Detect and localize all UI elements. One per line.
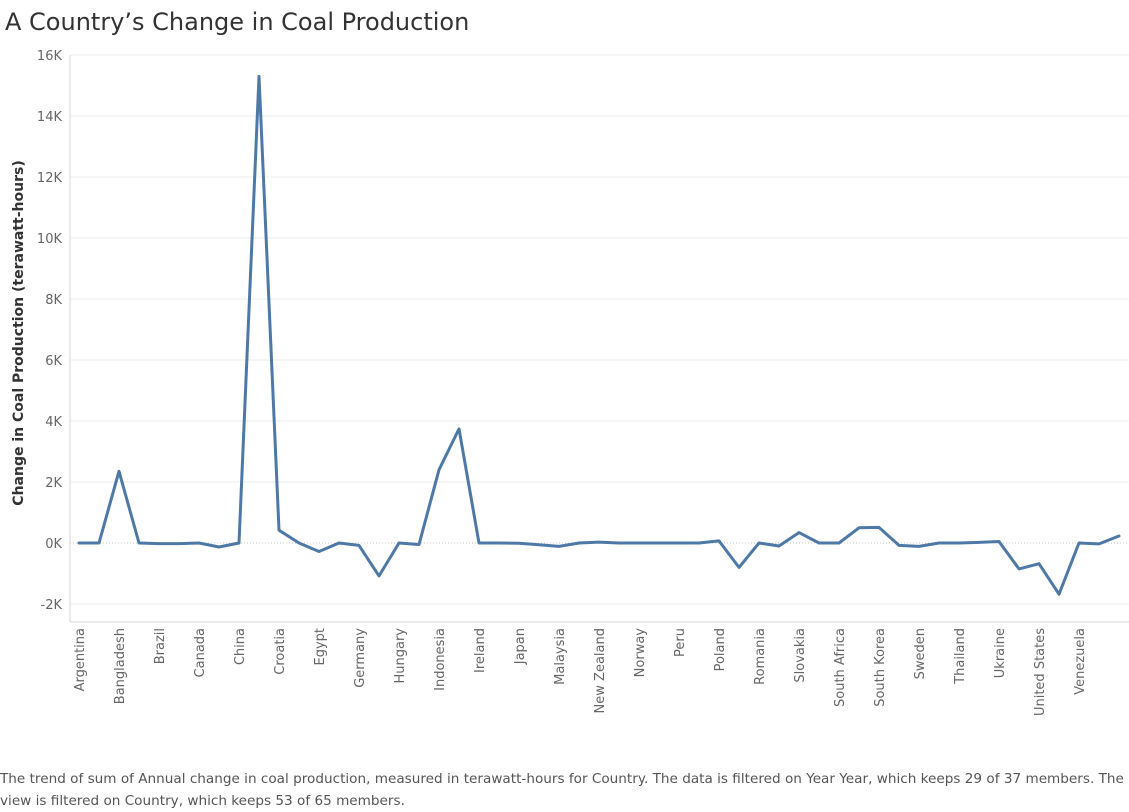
y-tick-label: -2K <box>41 598 63 613</box>
x-tick-label: Brazil <box>153 628 168 664</box>
x-tick-label: Germany <box>353 628 368 688</box>
x-tick-label: Peru <box>673 628 688 657</box>
x-tick-label: Slovakia <box>793 628 808 683</box>
y-axis-title: Change in Coal Production (terawatt-hour… <box>11 160 27 505</box>
x-tick-label: United States <box>1033 628 1048 716</box>
y-tick-label: 8K <box>45 293 62 308</box>
x-tick-label: Egypt <box>313 628 328 666</box>
x-tick-label: Romania <box>753 628 768 685</box>
y-tick-label: 4K <box>45 415 62 430</box>
y-tick-label: 6K <box>45 354 62 369</box>
x-tick-label: South Africa <box>833 628 848 707</box>
chart-title: A Country’s Change in Coal Production <box>5 8 470 36</box>
y-axis-ticks: -2K 0K 2K 4K 6K 8K 10K 12K 14K 16K <box>37 49 63 613</box>
x-axis-ticks: Argentina Bangladesh Brazil Canada China Croa… <box>73 628 1088 716</box>
x-tick-label: Croatia <box>273 628 288 675</box>
chart-caption: The trend of sum of Annual change in coa… <box>0 771 1124 809</box>
x-tick-label: Argentina <box>73 628 88 691</box>
x-tick-label: Japan <box>513 628 528 665</box>
y-tick-label: 14K <box>37 110 63 125</box>
gridlines <box>69 54 1129 623</box>
x-tick-label: New Zealand <box>593 628 608 713</box>
line-chart: -2K 0K 2K 4K 6K 8K 10K 12K 14K 16K Argentina Bangl… <box>11 49 1129 716</box>
x-tick-label: Sweden <box>913 628 928 679</box>
y-tick-label: 0K <box>45 537 62 552</box>
x-tick-label: Ireland <box>473 628 488 673</box>
x-tick-label: Poland <box>713 628 728 671</box>
series-line[interactable] <box>77 74 1121 596</box>
x-tick-label: Thailand <box>953 628 968 685</box>
x-tick-label: South Korea <box>873 628 888 707</box>
x-tick-label: Ukraine <box>993 628 1008 678</box>
x-tick-label: Hungary <box>393 628 408 684</box>
y-tick-label: 16K <box>37 49 63 64</box>
x-tick-label: Bangladesh <box>113 628 128 704</box>
y-tick-label: 12K <box>37 171 63 186</box>
x-tick-label: Venezuela <box>1073 628 1088 695</box>
x-tick-label: Malaysia <box>553 628 568 685</box>
x-tick-label: Indonesia <box>433 628 448 691</box>
y-tick-label: 10K <box>37 232 63 247</box>
x-tick-label: Norway <box>633 628 648 678</box>
x-tick-label: China <box>233 628 248 665</box>
x-tick-label: Canada <box>193 628 208 677</box>
y-tick-label: 2K <box>45 476 62 491</box>
